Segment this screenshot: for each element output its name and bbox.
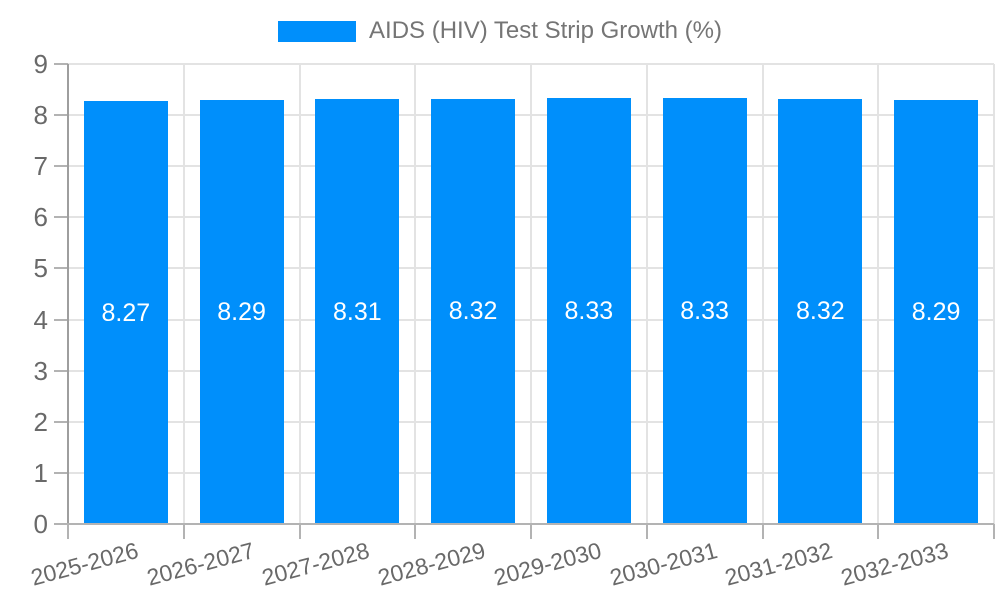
- x-axis-tick: [414, 524, 417, 539]
- x-gridline: [298, 64, 301, 524]
- x-axis-tick: [182, 524, 185, 539]
- chart-legend: AIDS (HIV) Test Strip Growth (%): [0, 14, 1000, 48]
- bar[interactable]: [315, 99, 400, 524]
- y-axis-tick: [54, 63, 68, 65]
- x-gridline: [530, 64, 532, 524]
- legend-item[interactable]: AIDS (HIV) Test Strip Growth (%): [278, 17, 722, 45]
- x-gridline: [645, 64, 648, 524]
- y-axis-label: 1: [33, 457, 48, 488]
- y-axis-tick: [54, 471, 68, 474]
- bar[interactable]: [894, 100, 979, 524]
- x-gridline: [877, 64, 880, 524]
- y-axis-tick: [54, 216, 68, 219]
- x-axis-tick: [877, 524, 880, 539]
- y-axis-tick: [54, 114, 68, 117]
- x-axis-tick: [993, 524, 995, 539]
- x-gridline: [993, 64, 995, 524]
- x-gridline: [761, 64, 764, 524]
- bar[interactable]: [83, 101, 168, 524]
- y-axis-label: 9: [33, 49, 48, 79]
- x-axis-line: [54, 523, 994, 525]
- bar[interactable]: [546, 98, 631, 524]
- legend-swatch: [278, 20, 357, 42]
- y-axis-label: 7: [33, 151, 48, 182]
- bar[interactable]: [662, 98, 747, 524]
- x-axis-tick: [761, 524, 764, 539]
- x-gridline: [182, 64, 185, 524]
- x-axis-tick: [67, 524, 69, 539]
- y-axis-line: [67, 64, 69, 524]
- y-axis-label: 6: [33, 202, 48, 233]
- bar[interactable]: [778, 98, 863, 524]
- x-gridline: [414, 64, 417, 524]
- y-axis-label: 2: [33, 406, 48, 437]
- x-axis-tick: [530, 524, 532, 539]
- y-axis-tick: [54, 318, 68, 321]
- y-axis-label: 8: [33, 100, 48, 131]
- y-axis-tick: [54, 420, 68, 423]
- x-axis-tick: [298, 524, 301, 539]
- legend-label: AIDS (HIV) Test Strip Growth (%): [369, 17, 722, 44]
- y-axis-label: 0: [33, 509, 48, 539]
- y-axis-label: 5: [33, 253, 48, 284]
- y-axis-label: 3: [33, 355, 48, 386]
- bar[interactable]: [199, 100, 284, 524]
- y-axis-tick: [54, 267, 68, 270]
- y-axis-tick: [54, 369, 68, 372]
- x-axis-tick: [645, 524, 648, 539]
- y-axis-tick: [54, 165, 68, 168]
- y-axis-label: 4: [33, 304, 48, 335]
- bar[interactable]: [431, 98, 516, 524]
